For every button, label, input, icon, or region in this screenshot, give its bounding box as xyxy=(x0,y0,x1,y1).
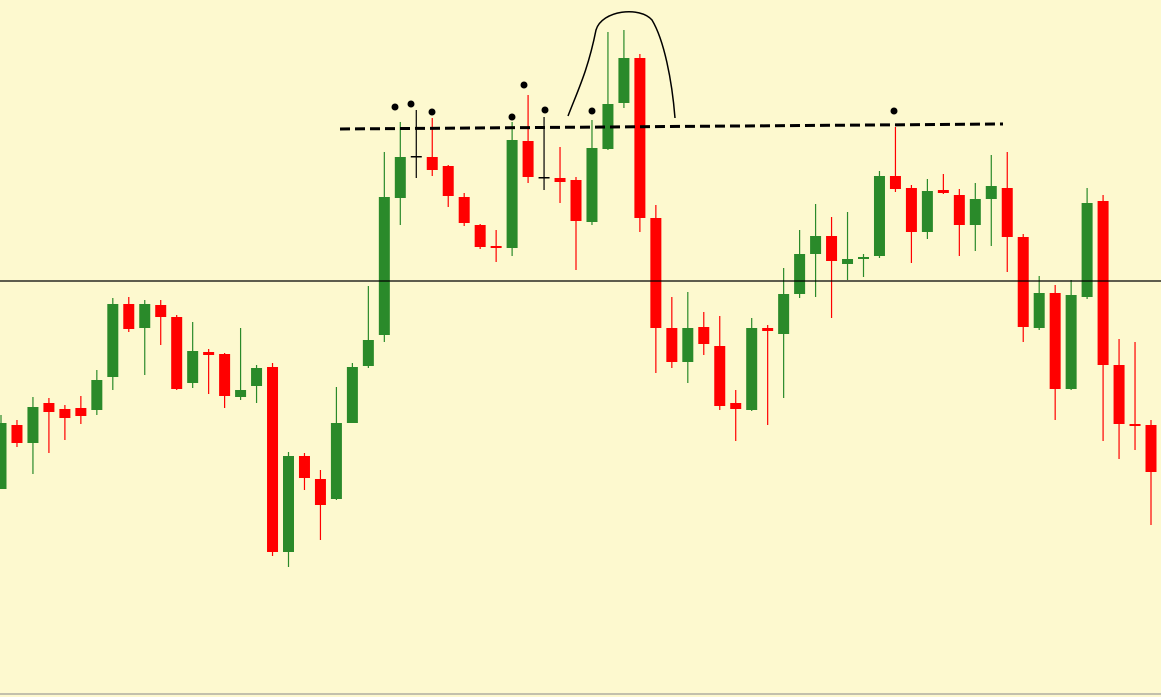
candle-body xyxy=(1081,203,1093,297)
candle-body xyxy=(203,352,215,355)
candle-body xyxy=(826,236,838,261)
candle-body xyxy=(682,328,694,362)
candle-body xyxy=(666,328,678,362)
candle-body xyxy=(490,246,502,248)
candle-body xyxy=(730,403,742,409)
candle-body xyxy=(123,304,135,329)
candle-body xyxy=(570,180,582,221)
candle-body xyxy=(1017,237,1029,327)
candle-body xyxy=(155,305,167,317)
candle-body xyxy=(842,259,854,264)
candle-body xyxy=(698,327,710,344)
candle-body xyxy=(1049,293,1061,389)
candle-body xyxy=(187,351,199,383)
dot xyxy=(508,113,516,121)
candle-body xyxy=(442,166,454,196)
candle-body xyxy=(0,423,7,489)
candle-body xyxy=(362,340,374,366)
candle-body xyxy=(330,423,342,499)
candle-body xyxy=(554,178,566,182)
candle-body xyxy=(394,157,406,198)
candle-body xyxy=(139,304,151,328)
candle-body xyxy=(298,456,310,478)
candle-body xyxy=(634,58,646,218)
candle-body xyxy=(1033,293,1045,328)
highlight-loop xyxy=(567,11,676,119)
candle-body xyxy=(1065,295,1077,389)
candle-body xyxy=(1097,201,1109,365)
candle-body xyxy=(59,409,71,418)
candle-body xyxy=(1129,424,1141,426)
dot xyxy=(541,106,549,114)
candle-body xyxy=(810,236,822,254)
candle-body xyxy=(506,140,518,248)
candle-body xyxy=(91,380,103,410)
candle-body xyxy=(778,294,790,334)
candle-body xyxy=(858,257,869,259)
touch-dots xyxy=(391,81,898,121)
candle-body xyxy=(969,199,981,225)
candle-body xyxy=(458,197,470,223)
candle-body xyxy=(746,328,758,410)
dot xyxy=(890,107,898,115)
candle-body xyxy=(346,367,358,423)
candle-body xyxy=(985,186,997,199)
candle-body xyxy=(378,197,390,335)
candle-body xyxy=(586,148,598,222)
candle-body xyxy=(522,141,534,177)
candle-body xyxy=(618,58,630,103)
dot xyxy=(588,107,596,115)
candle-body xyxy=(219,354,231,396)
candle-body xyxy=(410,156,422,158)
candle-body xyxy=(762,328,774,331)
candle-body xyxy=(1113,365,1125,424)
candle-body xyxy=(602,104,614,149)
candle-body xyxy=(921,191,933,232)
candle-body xyxy=(27,407,39,443)
candle-body xyxy=(538,177,550,179)
candle-body xyxy=(235,390,247,397)
dot xyxy=(428,108,436,116)
candle-body xyxy=(937,190,949,193)
dot xyxy=(407,100,415,108)
candle-body xyxy=(889,176,901,189)
candles xyxy=(0,30,1157,567)
candle-body xyxy=(873,176,885,256)
resistance-line xyxy=(339,122,1004,131)
candle-body xyxy=(283,456,294,552)
candle-body xyxy=(171,317,183,389)
candle-body xyxy=(1145,425,1157,472)
candle-body xyxy=(714,346,726,406)
candle-body xyxy=(43,403,55,412)
candle-body xyxy=(1001,188,1013,237)
candle-body xyxy=(314,479,326,505)
candle-body xyxy=(75,408,87,416)
dot xyxy=(391,103,399,111)
candle-body xyxy=(794,254,806,294)
candle-body xyxy=(251,368,263,386)
candle-body xyxy=(11,425,23,443)
dot xyxy=(520,81,528,89)
candle-body xyxy=(474,225,486,247)
candle-body xyxy=(107,304,119,377)
candle-body xyxy=(953,195,965,225)
candle-body xyxy=(426,157,438,170)
candle-body xyxy=(267,367,279,552)
candle-body xyxy=(650,218,662,328)
candle-body xyxy=(905,188,917,232)
